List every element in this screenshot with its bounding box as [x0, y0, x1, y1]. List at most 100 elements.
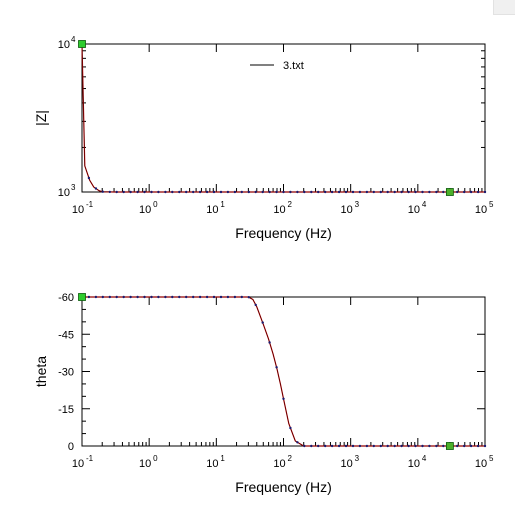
x-tick-base: 10 [206, 458, 218, 470]
x-tick-base: 10 [273, 204, 285, 216]
data-point [268, 341, 271, 344]
x-tick-base: 10 [72, 458, 84, 470]
data-point [192, 190, 195, 194]
data-point [351, 444, 355, 448]
data-point [129, 190, 132, 194]
data-point [428, 444, 431, 448]
x-tick-exponent: 4 [422, 454, 427, 463]
data-point [219, 295, 223, 299]
x-tick-exponent: 0 [153, 200, 158, 209]
x-tick-label: 10 0 [139, 200, 158, 216]
data-point [476, 444, 480, 448]
data-point [483, 190, 487, 194]
x-tick-base: 10 [475, 458, 487, 470]
data-point [178, 190, 181, 194]
data-point [198, 295, 202, 299]
data-point [400, 444, 403, 448]
x-tick-label: 10 3 [341, 200, 360, 216]
x-axis-label: Frequency (Hz) [235, 479, 331, 495]
fit-line [82, 296, 485, 447]
x-tick-exponent: -1 [86, 454, 94, 463]
data-point [94, 295, 98, 299]
data-point [393, 190, 396, 194]
x-tick-base: 10 [475, 204, 487, 216]
data-point [226, 295, 230, 299]
data-point [303, 444, 306, 448]
x-tick-base: 10 [206, 204, 218, 216]
data-point [275, 190, 278, 194]
x-tick-base: 10 [341, 204, 353, 216]
data-point [157, 295, 160, 299]
y-tick-base: 10 [58, 187, 70, 199]
data-point [185, 295, 188, 299]
data-points [80, 295, 487, 448]
data-point [483, 444, 487, 448]
x-tick-base: 10 [408, 458, 420, 470]
data-point [115, 190, 118, 194]
data-point [94, 187, 98, 190]
data-point [372, 190, 375, 194]
data-point [282, 397, 285, 400]
data-point [101, 190, 105, 193]
data-point [372, 444, 375, 448]
data-point [310, 444, 313, 448]
x-tick-label: 10 1 [206, 454, 225, 470]
x-tick-exponent: -1 [86, 200, 94, 209]
data-point [379, 444, 382, 448]
data-point [212, 295, 216, 299]
data-point [296, 441, 299, 444]
x-tick-exponent: 1 [220, 454, 225, 463]
data-point [469, 444, 473, 448]
data-point [171, 295, 174, 299]
plot-frame [81, 296, 486, 447]
data-point [456, 444, 459, 448]
data-point [289, 190, 292, 194]
x-tick-exponent: 3 [355, 200, 360, 209]
data-point [268, 190, 271, 194]
x-tick-label: 10 3 [341, 454, 360, 470]
data-point [212, 190, 216, 194]
data-point [136, 295, 139, 299]
x-tick-base: 10 [273, 458, 285, 470]
data-point [421, 444, 424, 448]
data-point [150, 190, 153, 194]
x-tick-label: 10 2 [273, 454, 292, 470]
x-tick-base: 10 [139, 204, 151, 216]
data-point [171, 190, 174, 194]
data-point [379, 190, 382, 194]
data-point [407, 190, 410, 194]
data-point [219, 190, 223, 194]
data-point [330, 444, 334, 448]
y-tick-label: -45 [58, 329, 74, 341]
data-point [428, 190, 431, 194]
data-point [442, 444, 445, 448]
phase-angle-plot: 10 -1 10 0 10 1 10 2 10 3 10 4 10 5-60-45-30-150Frequ… [33, 292, 494, 495]
x-tick-exponent: 4 [422, 200, 427, 209]
data-point [469, 190, 473, 194]
data-point [254, 190, 257, 194]
y-tick-exponent: 4 [71, 35, 76, 44]
x-tick-exponent: 2 [288, 200, 293, 209]
data-point [136, 190, 139, 194]
data-point [317, 444, 320, 448]
data-point [351, 190, 355, 194]
x-tick-label: 10 4 [408, 200, 427, 216]
data-point [442, 190, 445, 194]
data-point [344, 444, 348, 448]
data-point [324, 190, 327, 194]
data-point [233, 190, 237, 194]
data-point [463, 190, 466, 194]
data-point [108, 295, 112, 299]
data-point [275, 366, 278, 369]
x-axis-label: Frequency (Hz) [235, 225, 331, 241]
y-tick-label: 10 4 [58, 35, 76, 51]
y-tick-base: 10 [58, 39, 70, 51]
data-point [337, 444, 341, 448]
data-point [324, 444, 327, 448]
y-tick-label: -30 [58, 367, 74, 379]
x-tick-exponent: 5 [489, 454, 494, 463]
data-point [192, 295, 195, 299]
data-point [178, 295, 181, 299]
data-point [435, 444, 438, 448]
